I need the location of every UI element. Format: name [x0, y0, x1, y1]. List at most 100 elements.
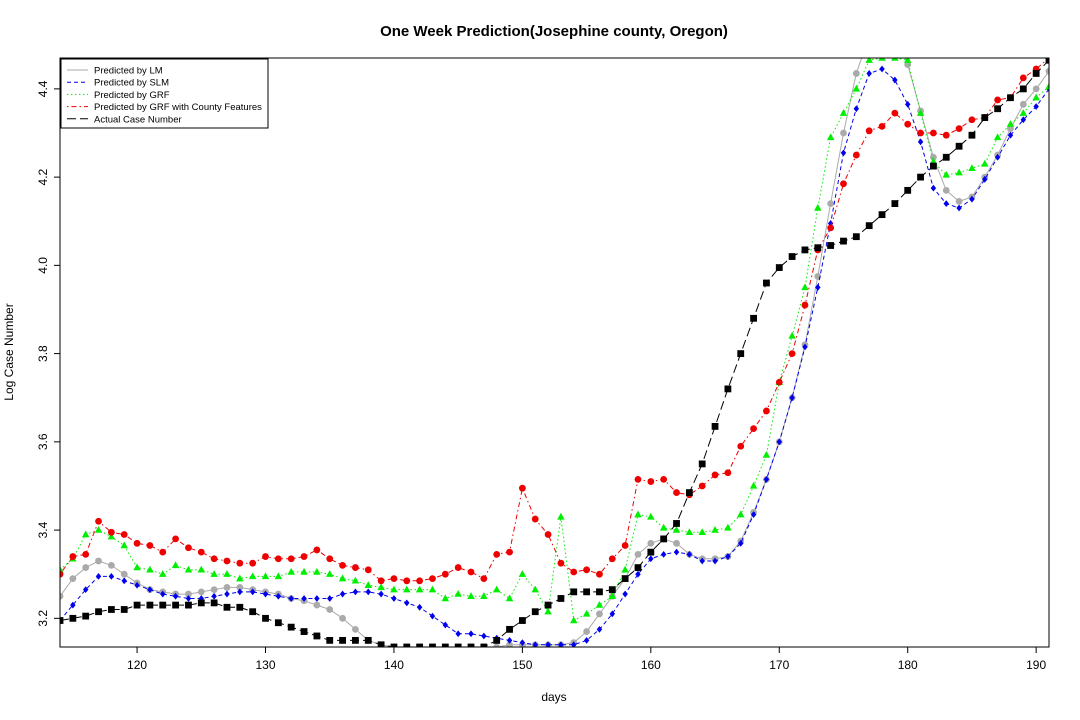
data-point [492, 585, 501, 593]
legend-entry: Predicted by SLM [94, 78, 169, 89]
data-point [737, 510, 745, 518]
data-point [583, 588, 591, 596]
data-point [300, 628, 308, 635]
data-point [339, 614, 346, 622]
data-point [814, 244, 822, 252]
data-point [107, 606, 115, 613]
data-point [749, 481, 758, 489]
data-point [570, 616, 578, 624]
data-point [274, 619, 282, 627]
data-point [942, 153, 950, 161]
data-point [1006, 120, 1015, 127]
data-point [82, 612, 90, 620]
data-point [455, 630, 461, 638]
data-point [108, 573, 115, 580]
y-tick-label: 4.4 [36, 80, 50, 97]
data-point [274, 555, 282, 563]
data-point [571, 641, 577, 647]
data-point [249, 608, 257, 616]
data-point [801, 301, 809, 309]
data-point [120, 531, 128, 538]
data-point [1045, 82, 1049, 90]
data-point [545, 641, 551, 647]
y-tick-label: 4.2 [36, 168, 50, 185]
data-point [403, 577, 411, 585]
data-point [917, 129, 924, 137]
data-point [390, 575, 398, 583]
data-point [365, 588, 371, 596]
x-tick-label: 150 [512, 658, 532, 672]
data-point [596, 570, 603, 578]
data-point [325, 570, 334, 577]
data-point [506, 641, 513, 647]
y-axis-label: Log Case Number [2, 303, 16, 400]
x-tick-label: 170 [769, 658, 789, 672]
data-point [416, 643, 424, 647]
data-point [866, 33, 873, 40]
data-point [236, 559, 244, 567]
data-point [107, 528, 115, 536]
data-point [1020, 116, 1027, 124]
data-point [197, 565, 206, 573]
data-point [866, 70, 872, 77]
data-point [60, 565, 64, 573]
data-point [146, 542, 154, 549]
data-point [377, 641, 385, 647]
chart-title: One Week Prediction(Josephine county, Or… [380, 23, 728, 40]
data-point [852, 151, 860, 159]
data-point [647, 512, 655, 520]
data-point [518, 484, 526, 492]
data-point [69, 614, 77, 622]
data-point [60, 617, 64, 624]
data-point [955, 168, 963, 176]
data-point [481, 632, 487, 640]
data-point [1045, 67, 1049, 75]
data-point [287, 567, 295, 575]
data-point [95, 573, 102, 580]
data-point [390, 585, 398, 593]
data-point [95, 517, 102, 525]
data-point [660, 475, 668, 483]
data-point [352, 636, 359, 644]
data-point [647, 548, 655, 556]
plot-frame [59, 57, 1050, 648]
data-point [120, 570, 128, 578]
data-point [788, 350, 796, 358]
data-point [673, 520, 680, 527]
data-point [391, 595, 397, 602]
x-tick-label: 140 [384, 658, 404, 672]
data-point [468, 630, 474, 638]
data-point [1045, 58, 1049, 64]
legend-entry: Predicted by GRF [94, 90, 170, 101]
data-point [634, 550, 642, 558]
data-point [146, 601, 154, 609]
data-point [852, 70, 860, 77]
data-point [917, 138, 924, 146]
data-point [557, 512, 565, 520]
data-point [647, 478, 655, 485]
data-point [648, 555, 654, 563]
data-point [622, 590, 628, 598]
y-tick-label: 3.4 [36, 521, 50, 538]
data-point [878, 122, 886, 130]
data-point [506, 636, 513, 644]
data-point [518, 617, 526, 624]
y-tick-label: 3.6 [36, 433, 50, 450]
data-point [865, 222, 873, 230]
data-point [981, 114, 989, 121]
data-point [596, 625, 603, 633]
data-point [261, 572, 270, 580]
data-point [184, 565, 193, 573]
data-point [378, 590, 384, 598]
series-3 [60, 58, 1049, 624]
data-point [210, 586, 218, 594]
data-point [506, 625, 513, 633]
data-point [788, 253, 796, 260]
data-point [892, 76, 898, 84]
data-point [724, 385, 732, 393]
data-point [634, 475, 642, 483]
data-point [441, 643, 449, 647]
data-point [95, 557, 102, 565]
